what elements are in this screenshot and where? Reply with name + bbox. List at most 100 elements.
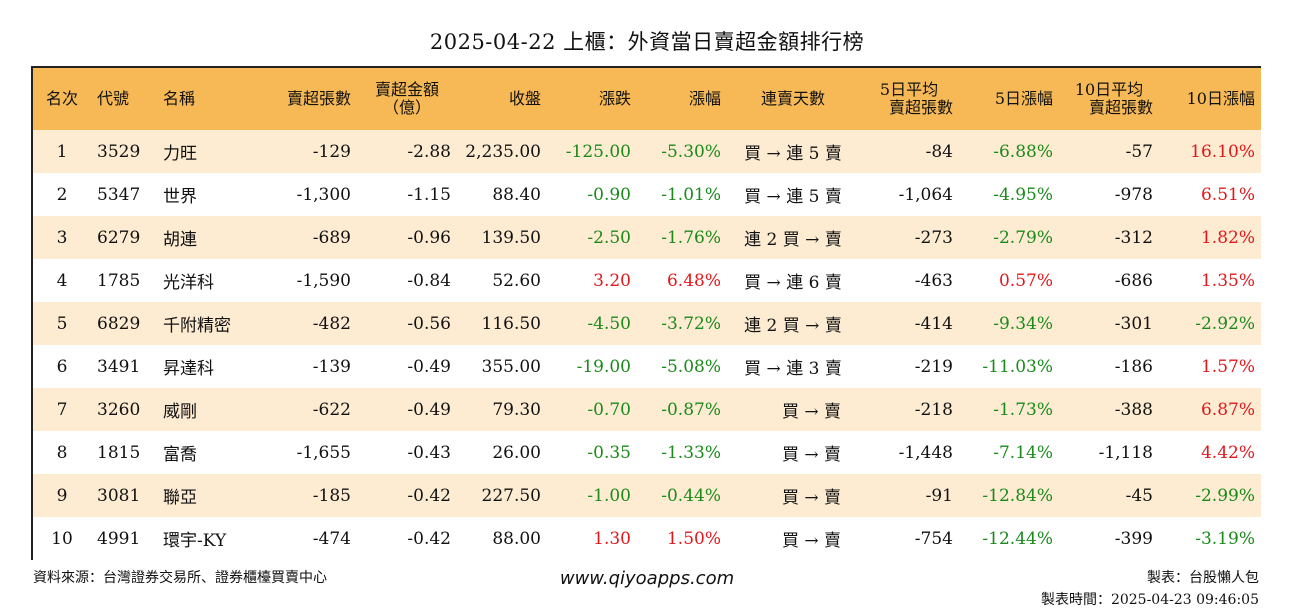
cell-close: 52.60 <box>492 270 541 291</box>
cell-streak: 買 → 賣 <box>781 402 841 422</box>
cell-pct: -1.01% <box>661 184 721 205</box>
header-avg5-line2: 賣超張數 <box>888 98 953 117</box>
cell-pct: 1.50% <box>666 528 721 549</box>
cell-pct: -1.33% <box>661 442 721 463</box>
cell-rank: 10 <box>51 528 73 549</box>
cell-avg5: -219 <box>914 356 953 377</box>
table-row: 5 6829 千附精密 -482 -0.56 116.50 -4.50 -3.72% 連 2 買… <box>33 302 1261 345</box>
cell-sell-lots: -1,300 <box>296 184 351 205</box>
table-row: 8 1815 富喬 -1,655 -0.43 26.00 -0.35 -1.33% 買 → 賣 -… <box>33 431 1261 474</box>
table-row: 4 1785 光洋科 -1,590 -0.84 52.60 3.20 6.48% 買 → 連 6… <box>33 259 1261 302</box>
cell-change: 3.20 <box>593 270 631 291</box>
cell-rank: 1 <box>56 141 68 162</box>
cell-streak: 買 → 連 5 賣 <box>744 144 842 164</box>
table-made-time: 製表時間：2025-04-23 09:46:05 <box>1040 592 1259 608</box>
cell-sell-lots: -129 <box>312 141 351 162</box>
cell-avg10: -978 <box>1114 184 1153 205</box>
header-pct: 漲幅 <box>688 89 721 108</box>
table-row: 10 4991 環宇-KY -474 -0.42 88.00 1.30 1.50% 買 → 賣 -… <box>33 517 1261 560</box>
cell-streak: 連 2 買 → 賣 <box>744 230 842 250</box>
table-row: 3 6279 胡連 -689 -0.96 139.50 -2.50 -1.76% 連 2 買 →… <box>33 216 1261 259</box>
cell-rank: 4 <box>56 270 68 291</box>
header-avg10: 10日平均 賣超張數 <box>1059 68 1159 130</box>
cell-sell-amount: -2.88 <box>407 141 451 162</box>
cell-code: 3491 <box>97 356 141 377</box>
cell-streak: 連 2 買 → 賣 <box>744 316 842 336</box>
cell-pct5: -12.84% <box>982 485 1053 506</box>
cell-rank: 7 <box>56 399 68 420</box>
cell-avg10: -312 <box>1114 227 1153 248</box>
header-sell-amount-line1: 賣超金額 <box>374 80 439 99</box>
cell-sell-amount: -1.15 <box>407 184 451 205</box>
header-name: 名稱 <box>163 89 196 108</box>
table-row: 2 5347 世界 -1,300 -1.15 88.40 -0.90 -1.01% 買 → 連 … <box>33 173 1261 216</box>
table-row: 6 3491 昇達科 -139 -0.49 355.00 -19.00 -5.08% 買 → 連… <box>33 345 1261 388</box>
cell-streak: 買 → 連 3 賣 <box>744 359 842 379</box>
cell-pct: -5.08% <box>661 356 721 377</box>
cell-sell-amount: -0.56 <box>407 313 451 334</box>
cell-pct: -0.87% <box>661 399 721 420</box>
cell-close: 116.50 <box>481 313 541 334</box>
cell-change: -1.00 <box>587 485 631 506</box>
data-source: 資料來源：台灣證券交易所、證券櫃檯買賣中心 <box>33 570 327 586</box>
cell-rank: 2 <box>56 184 68 205</box>
cell-sell-amount: -0.49 <box>407 399 451 420</box>
cell-avg5: -754 <box>914 528 953 549</box>
cell-pct5: -2.79% <box>993 227 1053 248</box>
header-change: 漲跌 <box>598 89 631 108</box>
cell-avg10: -388 <box>1114 399 1153 420</box>
cell-pct10: 6.51% <box>1200 184 1255 205</box>
cell-code: 1815 <box>97 442 141 463</box>
cell-sell-lots: -474 <box>312 528 351 549</box>
cell-pct5: -4.95% <box>993 184 1053 205</box>
header-pct10: 10日漲幅 <box>1186 89 1255 108</box>
cell-pct10: 1.35% <box>1200 270 1255 291</box>
cell-sell-amount: -0.42 <box>407 485 451 506</box>
cell-change: -0.90 <box>587 184 631 205</box>
cell-pct5: -9.34% <box>993 313 1053 334</box>
cell-avg10: -399 <box>1114 528 1153 549</box>
cell-avg5: -463 <box>914 270 953 291</box>
cell-sell-lots: -1,590 <box>296 270 351 291</box>
cell-pct10: 1.82% <box>1200 227 1255 248</box>
header-avg5: 5日平均 賣超張數 <box>859 68 959 130</box>
cell-code: 1785 <box>97 270 141 291</box>
cell-pct10: 4.42% <box>1200 442 1255 463</box>
cell-avg5: -91 <box>925 485 953 506</box>
cell-pct5: -1.73% <box>993 399 1053 420</box>
cell-streak: 買 → 賣 <box>781 531 841 551</box>
cell-pct: -0.44% <box>661 485 721 506</box>
cell-change: -19.00 <box>576 356 631 377</box>
cell-pct10: 1.57% <box>1200 356 1255 377</box>
cell-change: -0.70 <box>587 399 631 420</box>
website-link[interactable]: www.qiyoapps.com <box>559 568 735 589</box>
table-row: 7 3260 威剛 -622 -0.49 79.30 -0.70 -0.87% 買 → 賣 -21… <box>33 388 1261 431</box>
cell-avg5: -218 <box>914 399 953 420</box>
cell-code: 6279 <box>97 227 141 248</box>
header-sell-amount: 賣超金額 （億） <box>357 68 457 130</box>
cell-change: -4.50 <box>587 313 631 334</box>
cell-sell-amount: -0.96 <box>407 227 451 248</box>
cell-pct10: 16.10% <box>1190 141 1255 162</box>
cell-pct5: -6.88% <box>993 141 1053 162</box>
cell-rank: 6 <box>56 356 68 377</box>
cell-avg10: -57 <box>1125 141 1153 162</box>
cell-code: 3081 <box>97 485 141 506</box>
cell-avg5: -1,064 <box>898 184 953 205</box>
cell-sell-lots: -139 <box>312 356 351 377</box>
cell-pct5: -11.03% <box>982 356 1053 377</box>
cell-sell-lots: -482 <box>312 313 351 334</box>
cell-name: 富喬 <box>163 445 197 465</box>
cell-pct5: -7.14% <box>993 442 1053 463</box>
cell-avg5: -273 <box>914 227 953 248</box>
cell-close: 26.00 <box>492 442 541 463</box>
cell-name: 光洋科 <box>163 273 214 293</box>
table-header-row: 名次 代號 名稱 賣超張數 賣超金額 （億） 收盤 漲跌 漲幅 連賣天數 5日平… <box>33 68 1261 130</box>
cell-sell-amount: -0.42 <box>407 528 451 549</box>
cell-streak: 買 → 賣 <box>781 488 841 508</box>
cell-name: 聯亞 <box>163 488 197 508</box>
cell-code: 3529 <box>97 141 141 162</box>
cell-close: 2,235.00 <box>465 141 541 162</box>
cell-streak: 買 → 連 6 賣 <box>744 273 842 293</box>
cell-sell-amount: -0.84 <box>407 270 451 291</box>
